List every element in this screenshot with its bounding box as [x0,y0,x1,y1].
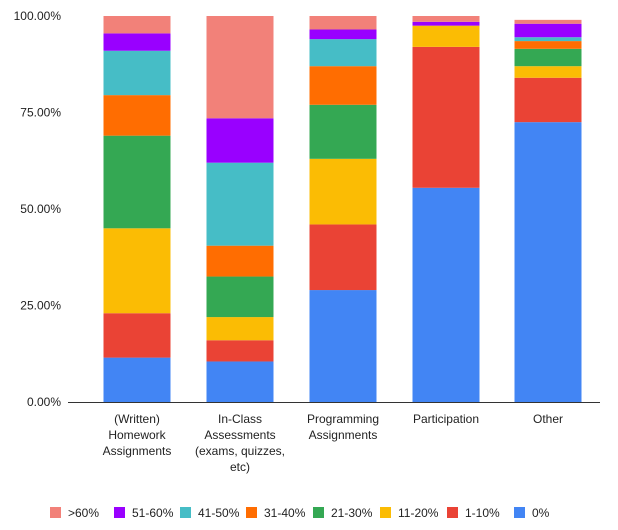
bar-segment [514,48,582,67]
y-tick-label: 50.00% [20,202,61,216]
bar-segment [309,39,377,67]
x-axis: (Written) Homework Assignments In-Class Asse… [68,402,600,474]
bar-segment [309,16,377,30]
bar-segment [103,228,171,314]
legend-label: 11-20% [398,506,439,520]
bars-layer [103,16,582,403]
bar-segment [103,33,171,51]
y-tick-label: 75.00% [20,106,61,120]
legend-item: 41-50% [180,506,240,520]
bar-segment [206,361,274,402]
legend-swatch [50,507,61,518]
legend-swatch [380,507,391,518]
x-tick-label: Other [533,412,563,426]
legend-item: 31-40% [246,506,306,520]
bar-segment [412,25,480,47]
bar-segment [514,23,582,38]
bar-segment [514,37,582,42]
y-tick-label: 25.00% [20,299,61,313]
bar-segment [103,135,171,229]
legend-label: 51-60% [132,506,174,520]
legend-label: 41-50% [198,506,240,520]
bar-segment [103,313,171,358]
legend-label: 0% [532,506,550,520]
bar-segment [309,158,377,225]
bar-segment [309,224,377,291]
legend-swatch [313,507,324,518]
bar-segment [206,245,274,277]
legend-swatch [246,507,257,518]
bar-segment [206,118,274,163]
legend-item: 1-10% [447,506,500,520]
x-tick-label: Programming Assignments [307,412,379,442]
legend-item: 21-30% [313,506,373,520]
bar-segment [514,41,582,49]
legend-label: 21-30% [331,506,373,520]
y-axis: 0.00% 25.00% 50.00% 75.00% 100.00% [14,9,62,409]
bar-segment [206,16,274,119]
legend-swatch [447,507,458,518]
legend-swatch [514,507,525,518]
bar-segment [206,317,274,341]
legend: >60% 51-60% 41-50% 31-40% 21-30% 11-20% 1-10% 0… [50,506,550,520]
y-tick-label: 0.00% [27,395,61,409]
bar-segment [514,66,582,78]
bar-segment [309,66,377,105]
bar-segment [412,187,480,402]
bar-segment [514,19,582,24]
bar-segment [206,162,274,246]
bar-segment [103,50,171,96]
legend-item: 11-20% [380,506,439,520]
legend-label: 31-40% [264,506,306,520]
bar-segment [309,104,377,159]
bar-segment [309,29,377,40]
x-tick-label: Participation [413,412,479,426]
bar-segment [103,16,171,34]
legend-swatch [114,507,125,518]
bar-segment [514,122,582,403]
bar-segment [309,290,377,402]
bar-segment [206,276,274,318]
bar-segment [412,46,480,188]
x-tick-label: (Written) Homework Assignments [103,412,172,458]
legend-label: >60% [68,506,99,520]
legend-item: 51-60% [114,506,174,520]
legend-item: >60% [50,506,99,520]
legend-label: 1-10% [465,506,500,520]
bar-segment [206,340,274,362]
bar-segment [103,95,171,136]
bar-segment [412,21,480,26]
bar-segment [514,77,582,123]
legend-swatch [180,507,191,518]
y-tick-label: 100.00% [14,9,62,23]
x-tick-label: In-Class Assessments (exams, quizzes, etc) [195,412,285,474]
bar-segment [412,16,480,22]
legend-item: 0% [514,506,550,520]
bar-segment [103,357,171,402]
